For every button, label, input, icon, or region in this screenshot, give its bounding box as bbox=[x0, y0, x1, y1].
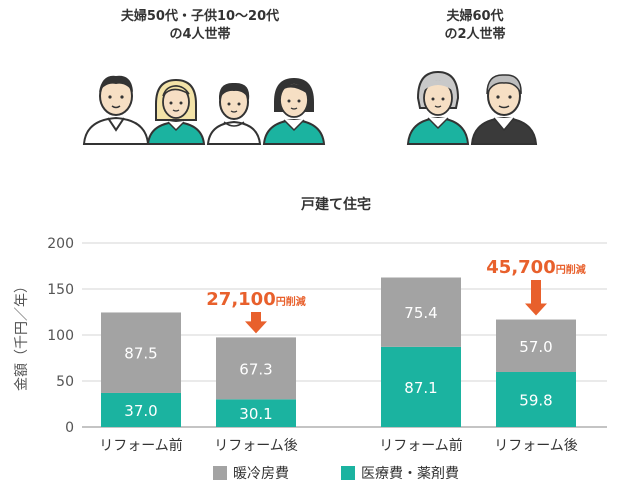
bars: 37.0 87.5 30.1 67.3 87.1 75.4 59.8 57.0 bbox=[101, 277, 576, 427]
category-label: リフォーム後 bbox=[494, 438, 578, 454]
bar-value-label: 57.0 bbox=[519, 338, 552, 356]
father-icon bbox=[82, 75, 150, 145]
legend-label: 医療費・薬剤費 bbox=[361, 465, 459, 482]
bar-value-label: 87.5 bbox=[124, 345, 157, 363]
household-label-2-line1: 夫婦60代 bbox=[446, 9, 504, 24]
household-label-1: 夫婦50代・子供10〜20代 の4人世帯 bbox=[95, 8, 305, 44]
category-label: リフォーム前 bbox=[379, 437, 463, 454]
y-tick-label: 200 bbox=[47, 236, 74, 252]
household-label-1-line2: の4人世帯 bbox=[169, 27, 231, 42]
reduction-arrow-icon bbox=[525, 280, 547, 316]
reduction-amount: 45,700 bbox=[486, 257, 555, 278]
category-labels: リフォーム前 リフォーム後 リフォーム前 リフォーム後 bbox=[99, 437, 578, 454]
reduction-amount: 27,100 bbox=[206, 289, 275, 310]
household-label-1-line1: 夫婦50代・子供10〜20代 bbox=[120, 9, 280, 24]
elderly-woman-icon bbox=[406, 70, 470, 145]
elderly-couple-illustration bbox=[406, 70, 538, 145]
legend-swatch bbox=[341, 466, 355, 480]
y-tick-label: 50 bbox=[56, 374, 74, 390]
household-label-2: 夫婦60代 の2人世帯 bbox=[420, 8, 530, 44]
category-label: リフォーム前 bbox=[99, 437, 183, 454]
family-of-four-illustration bbox=[82, 75, 326, 145]
reduction-text: 27,100円削減 bbox=[206, 289, 305, 310]
bar-segment bbox=[496, 319, 576, 372]
chart-title: 戸建て住宅 bbox=[301, 196, 371, 213]
bar-value-label: 59.8 bbox=[519, 391, 552, 409]
y-axis-label: 金額（千円／年） bbox=[14, 279, 30, 391]
bar-value-label: 75.4 bbox=[404, 304, 437, 322]
bar-segment bbox=[216, 337, 296, 400]
son-icon bbox=[206, 82, 262, 145]
bar-segment bbox=[381, 346, 461, 427]
bar-value-label: 37.0 bbox=[124, 402, 157, 420]
reduction-text: 45,700円削減 bbox=[486, 257, 585, 278]
bar-segment bbox=[101, 312, 181, 393]
bar-segment bbox=[496, 371, 576, 427]
legend: 暖冷房費 医療費・薬剤費 bbox=[213, 465, 459, 482]
elderly-man-icon bbox=[470, 74, 538, 145]
bar-segment bbox=[381, 277, 461, 347]
bar-value-label: 67.3 bbox=[239, 360, 272, 378]
y-tick-label: 100 bbox=[47, 328, 74, 344]
legend-label: 暖冷房費 bbox=[233, 466, 289, 482]
category-label: リフォーム後 bbox=[214, 438, 298, 454]
y-axis-ticks: 0 50 100 150 200 bbox=[47, 236, 74, 436]
bar-segment bbox=[216, 399, 296, 427]
household-label-2-line2: の2人世帯 bbox=[444, 27, 506, 42]
bar-value-label: 87.1 bbox=[404, 379, 437, 397]
bar-value-label: 30.1 bbox=[239, 405, 272, 423]
reduction-arrow-icon bbox=[245, 312, 267, 334]
legend-swatch bbox=[213, 466, 227, 480]
reduction-unit: 円削減 bbox=[556, 263, 586, 276]
y-tick-label: 150 bbox=[47, 282, 74, 298]
y-tick-label: 0 bbox=[65, 420, 74, 436]
mother-icon bbox=[262, 78, 326, 145]
reduction-unit: 円削減 bbox=[276, 295, 306, 308]
daughter-icon bbox=[146, 78, 206, 145]
bar-segment bbox=[101, 392, 181, 427]
